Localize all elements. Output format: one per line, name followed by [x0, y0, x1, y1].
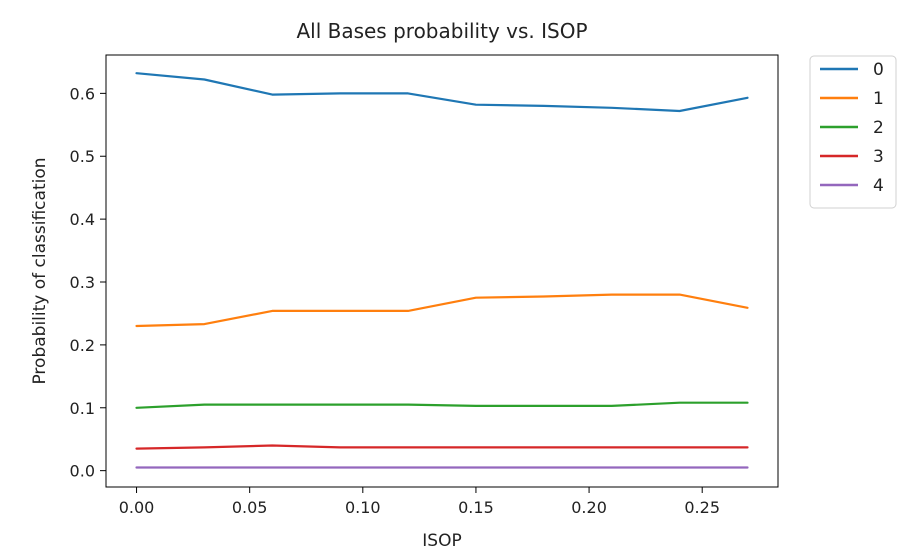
x-tick-label: 0.15	[458, 498, 494, 517]
series-line-2	[135, 401, 749, 409]
series-line-0	[135, 72, 749, 113]
x-tick-label: 0.00	[119, 498, 155, 517]
x-tick-label: 0.25	[684, 498, 720, 517]
x-tick-label: 0.05	[232, 498, 268, 517]
y-axis: 0.0 0.1 0.2 0.3 0.4 0.5 0.6	[70, 84, 106, 481]
series-line-1	[135, 293, 749, 328]
x-tick-label: 0.20	[571, 498, 607, 517]
plot-area	[105, 54, 779, 488]
x-axis-label: ISOP	[422, 531, 461, 551]
legend: 0 1 2 3 4	[809, 55, 897, 209]
legend-label-3: 3	[873, 147, 884, 167]
legend-frame	[809, 55, 897, 209]
legend-label-2: 2	[873, 118, 884, 138]
legend-label-1: 1	[873, 89, 884, 109]
y-tick-label: 0.2	[70, 336, 95, 355]
plot-frame	[105, 54, 779, 488]
legend-label-4: 4	[873, 176, 884, 196]
x-tick-label: 0.10	[345, 498, 381, 517]
chart-title: All Bases probability vs. ISOP	[296, 19, 587, 43]
x-axis: 0.00 0.05 0.10 0.15 0.20 0.25	[119, 487, 720, 517]
y-tick-label: 0.4	[70, 210, 95, 229]
series-lines	[135, 72, 749, 469]
y-tick-label: 0.1	[70, 399, 95, 418]
y-tick-label: 0.0	[70, 462, 95, 481]
y-tick-label: 0.5	[70, 147, 95, 166]
series-line-3	[135, 444, 749, 450]
legend-label-0: 0	[873, 60, 884, 80]
y-tick-label: 0.3	[70, 273, 95, 292]
y-axis-label: Probability of classification	[30, 157, 50, 384]
y-tick-label: 0.6	[70, 84, 95, 103]
